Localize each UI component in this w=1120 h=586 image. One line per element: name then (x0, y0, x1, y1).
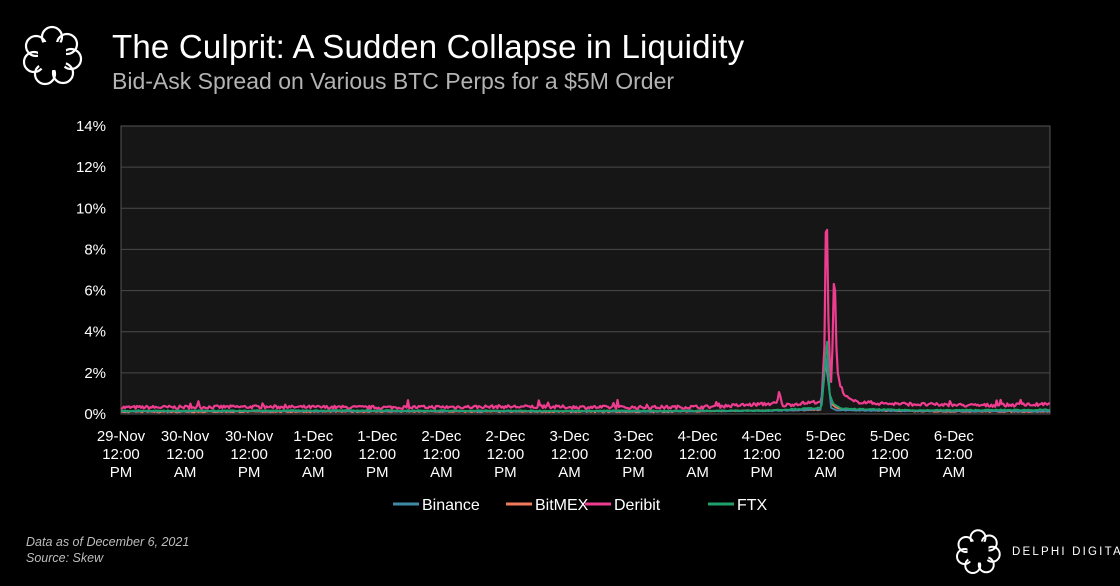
y-tick-label: 8% (84, 241, 106, 258)
footnote-source: Source: Skew (26, 551, 104, 565)
x-tick-label: 2-Dec 12:00 PM (485, 428, 526, 481)
chart-title: The Culprit: A Sudden Collapse in Liquid… (112, 28, 745, 65)
x-tick-label: 30-Nov 12:00 PM (225, 428, 274, 481)
legend-label-ftx: FTX (737, 497, 768, 514)
x-tick-label: 4-Dec 12:00 AM (678, 428, 719, 481)
x-tick-label: 30-Nov 12:00 AM (161, 428, 210, 481)
chart-subtitle: Bid-Ask Spread on Various BTC Perps for … (112, 68, 675, 94)
x-tick-label: 29-Nov 12:00 PM (97, 428, 146, 481)
brand-name: DELPHI DIGITAL (1012, 546, 1120, 558)
x-tick-label: 1-Dec 12:00 AM (293, 428, 334, 481)
plot-area (120, 125, 1051, 415)
footnote-date: Data as of December 6, 2021 (26, 535, 190, 549)
legend-label-bitmex: BitMEX (535, 497, 589, 514)
legend-label-binance: Binance (422, 497, 480, 514)
footnote: Data as of December 6, 2021 Source: Skew (26, 534, 189, 566)
y-tick-label: 2% (84, 365, 106, 382)
series-line-ftx (120, 340, 1051, 413)
y-tick-label: 12% (76, 159, 106, 176)
series-line-deribit (120, 228, 1051, 411)
x-tick-label: 5-Dec 12:00 AM (806, 428, 847, 481)
y-tick-label: 4% (84, 324, 106, 341)
x-tick-label: 3-Dec 12:00 PM (614, 428, 655, 481)
x-tick-label: 6-Dec 12:00 AM (934, 428, 975, 481)
y-tick-label: 14% (76, 118, 106, 135)
y-tick-label: 10% (76, 200, 106, 217)
delphi-brand-icon (956, 529, 1001, 574)
y-tick-label: 6% (84, 283, 106, 300)
legend-label-deribit: Deribit (614, 497, 661, 514)
x-tick-label: 1-Dec 12:00 PM (357, 428, 398, 481)
x-tick-label: 2-Dec 12:00 AM (421, 428, 462, 481)
delphi-logo-icon (22, 25, 83, 86)
x-tick-label: 3-Dec 12:00 AM (549, 428, 590, 481)
y-tick-label: 0% (84, 406, 106, 423)
x-tick-label: 4-Dec 12:00 PM (742, 428, 783, 481)
x-tick-label: 5-Dec 12:00 PM (870, 428, 911, 481)
